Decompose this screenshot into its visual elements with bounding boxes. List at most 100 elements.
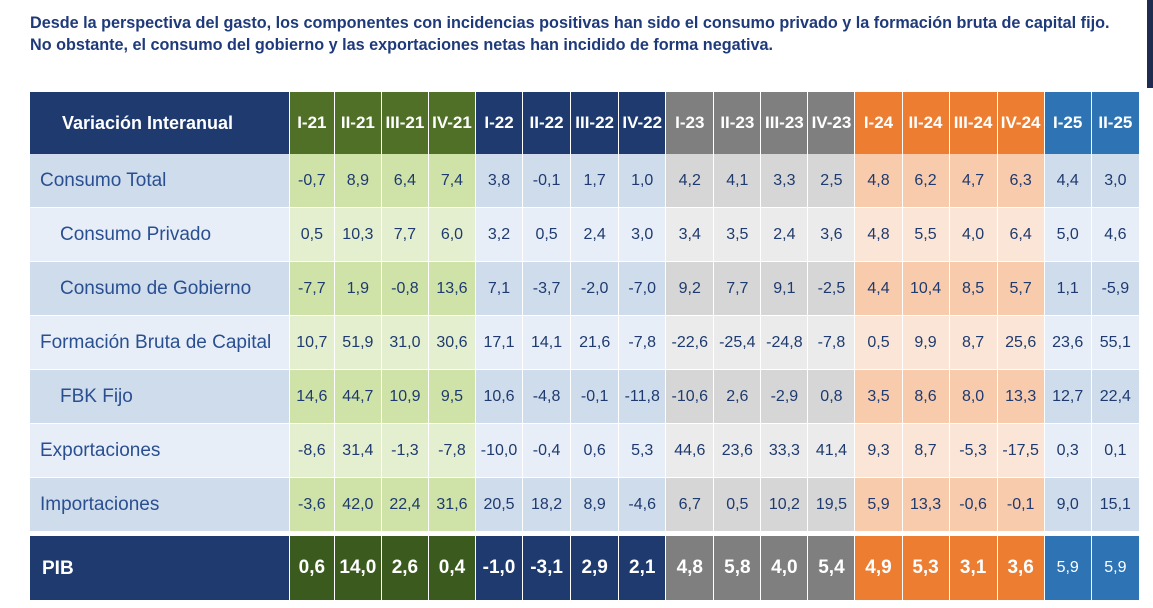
- value-cell: 0,5: [855, 316, 903, 370]
- value-cell: -2,9: [761, 370, 809, 424]
- value-cell: 0,3: [1044, 424, 1092, 478]
- value-cell: 6,2: [902, 154, 950, 208]
- edge-accent-bar: [1147, 0, 1153, 88]
- value-cell: 1,7: [571, 154, 620, 208]
- value-cell: 4,0: [949, 208, 998, 262]
- value-cell: 3,4: [666, 208, 715, 262]
- value-cell: 9,3: [855, 424, 903, 478]
- value-cell: 12,7: [1044, 370, 1092, 424]
- value-cell: 1,9: [334, 262, 382, 316]
- value-cell: -7,0: [619, 262, 667, 316]
- value-cell: 4,8: [855, 208, 903, 262]
- table-row-fbk-fijo: FBK Fijo 14,6 44,7 10,9 9,5 10,6 -4,8 -0,1 -11,8…: [30, 370, 1140, 424]
- period-header: III-23: [761, 92, 809, 154]
- value-cell: -3,7: [523, 262, 572, 316]
- value-cell: 23,6: [714, 424, 762, 478]
- pib-value-cell: 2,9: [571, 532, 620, 601]
- value-cell: -2,5: [808, 262, 856, 316]
- value-cell: 22,4: [1091, 370, 1140, 424]
- value-cell: 17,1: [475, 316, 524, 370]
- value-cell: -4,6: [619, 478, 667, 532]
- value-cell: -2,0: [571, 262, 620, 316]
- pib-value-cell: 2,1: [619, 532, 667, 601]
- pib-value-cell: 5,9: [1044, 532, 1092, 601]
- value-cell: 30,6: [428, 316, 476, 370]
- row-label: PIB: [30, 532, 290, 601]
- value-cell: 2,4: [761, 208, 809, 262]
- value-cell: -10,0: [475, 424, 524, 478]
- value-cell: 9,5: [428, 370, 476, 424]
- value-cell: -7,8: [619, 316, 667, 370]
- value-cell: -4,8: [523, 370, 572, 424]
- value-cell: 1,0: [619, 154, 667, 208]
- value-cell: 5,7: [997, 262, 1045, 316]
- value-cell: 44,6: [666, 424, 715, 478]
- table-row-exportaciones: Exportaciones -8,6 31,4 -1,3 -7,8 -10,0 -0,4 0,…: [30, 424, 1140, 478]
- value-cell: 4,8: [855, 154, 903, 208]
- value-cell: 4,2: [666, 154, 715, 208]
- intro-text: Desde la perspectiva del gasto, los comp…: [30, 14, 1110, 54]
- value-cell: 3,0: [1091, 154, 1140, 208]
- value-cell: 0,6: [571, 424, 620, 478]
- value-cell: -17,5: [997, 424, 1045, 478]
- table-row-consumo-gobierno: Consumo de Gobierno -7,7 1,9 -0,8 13,6 7,1 -3,…: [30, 262, 1140, 316]
- value-cell: 25,6: [997, 316, 1045, 370]
- value-cell: 0,8: [808, 370, 856, 424]
- value-cell: -0,4: [523, 424, 572, 478]
- value-cell: -0,1: [571, 370, 620, 424]
- value-cell: 14,6: [289, 370, 335, 424]
- value-cell: 8,0: [949, 370, 998, 424]
- value-cell: 31,0: [381, 316, 429, 370]
- value-cell: 5,0: [1044, 208, 1092, 262]
- value-cell: 13,6: [428, 262, 476, 316]
- value-cell: 13,3: [902, 478, 950, 532]
- value-cell: 3,5: [714, 208, 762, 262]
- pib-value-cell: 5,9: [1091, 532, 1140, 601]
- value-cell: 44,7: [334, 370, 382, 424]
- value-cell: 4,4: [1044, 154, 1092, 208]
- value-cell: 10,2: [761, 478, 809, 532]
- pib-value-cell: 14,0: [334, 532, 382, 601]
- value-cell: 5,5: [902, 208, 950, 262]
- pib-value-cell: 4,9: [855, 532, 903, 601]
- value-cell: -0,7: [289, 154, 335, 208]
- value-cell: 6,4: [997, 208, 1045, 262]
- table-row-formacion-bruta-capital: Formación Bruta de Capital 10,7 51,9 31,0 30…: [30, 316, 1140, 370]
- row-label: Consumo de Gobierno: [30, 262, 290, 316]
- value-cell: 7,7: [714, 262, 762, 316]
- value-cell: 6,3: [997, 154, 1045, 208]
- value-cell: 5,9: [855, 478, 903, 532]
- value-cell: 55,1: [1091, 316, 1140, 370]
- value-cell: -7,7: [289, 262, 335, 316]
- pib-value-cell: 3,1: [949, 532, 998, 601]
- value-cell: 9,9: [902, 316, 950, 370]
- value-cell: -1,3: [381, 424, 429, 478]
- value-cell: 3,0: [619, 208, 667, 262]
- period-header: III-21: [381, 92, 429, 154]
- value-cell: 4,7: [949, 154, 998, 208]
- value-cell: 0,5: [714, 478, 762, 532]
- table-row-importaciones: Importaciones -3,6 42,0 22,4 31,6 20,5 18,2 8,9…: [30, 478, 1140, 532]
- value-cell: -5,9: [1091, 262, 1140, 316]
- value-cell: 6,0: [428, 208, 476, 262]
- pib-value-cell: 4,8: [666, 532, 715, 601]
- value-cell: 33,3: [761, 424, 809, 478]
- value-cell: 19,5: [808, 478, 856, 532]
- value-cell: 9,2: [666, 262, 715, 316]
- row-label: FBK Fijo: [30, 370, 290, 424]
- header-row: Variación Interanual I-21 II-21 III-21 I…: [30, 92, 1140, 154]
- value-cell: 9,0: [1044, 478, 1092, 532]
- period-header: III-22: [571, 92, 620, 154]
- value-cell: 8,7: [902, 424, 950, 478]
- period-header: II-23: [714, 92, 762, 154]
- value-cell: 22,4: [381, 478, 429, 532]
- value-cell: 4,1: [714, 154, 762, 208]
- value-cell: 18,2: [523, 478, 572, 532]
- value-cell: -10,6: [666, 370, 715, 424]
- value-cell: 2,5: [808, 154, 856, 208]
- row-label: Consumo Total: [30, 154, 290, 208]
- pib-value-cell: 0,6: [289, 532, 335, 601]
- pib-value-cell: 4,0: [761, 532, 809, 601]
- value-cell: 51,9: [334, 316, 382, 370]
- period-header: IV-21: [428, 92, 476, 154]
